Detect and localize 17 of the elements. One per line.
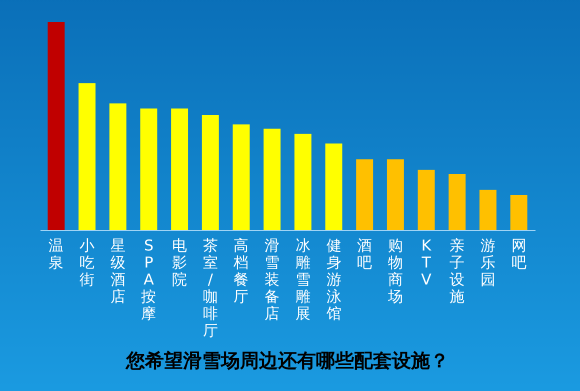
x-tick-label: 高档餐厅 xyxy=(232,236,249,306)
x-tick-label: KTV xyxy=(420,236,432,288)
x-tick-label: 冰雕雪雕展 xyxy=(295,236,310,322)
x-tick-label: SPA 按摩 xyxy=(141,236,156,322)
x-tick-label: 茶室/咖啡厅 xyxy=(202,236,218,340)
x-tick-label: 网吧 xyxy=(511,236,526,272)
x-tick-label: 滑雪装备店 xyxy=(264,236,280,322)
x-tick-label: 星级酒店 xyxy=(110,236,126,306)
x-tick-label: 亲子设施 xyxy=(450,236,465,306)
text: 您希望滑雪场周边还有哪些配套设施？ xyxy=(125,350,449,372)
x-tick-label: 游乐园 xyxy=(480,236,496,288)
x-tick-label: 健身游泳馆 xyxy=(325,236,342,322)
x-tick-label: 电影院 xyxy=(172,236,188,288)
x-tick-label: 小吃街 xyxy=(80,236,95,288)
x-tick-label: 温泉 xyxy=(48,236,64,272)
x-tick-label: 酒吧 xyxy=(357,236,372,272)
x-tick-label: 购物商场 xyxy=(386,236,403,306)
